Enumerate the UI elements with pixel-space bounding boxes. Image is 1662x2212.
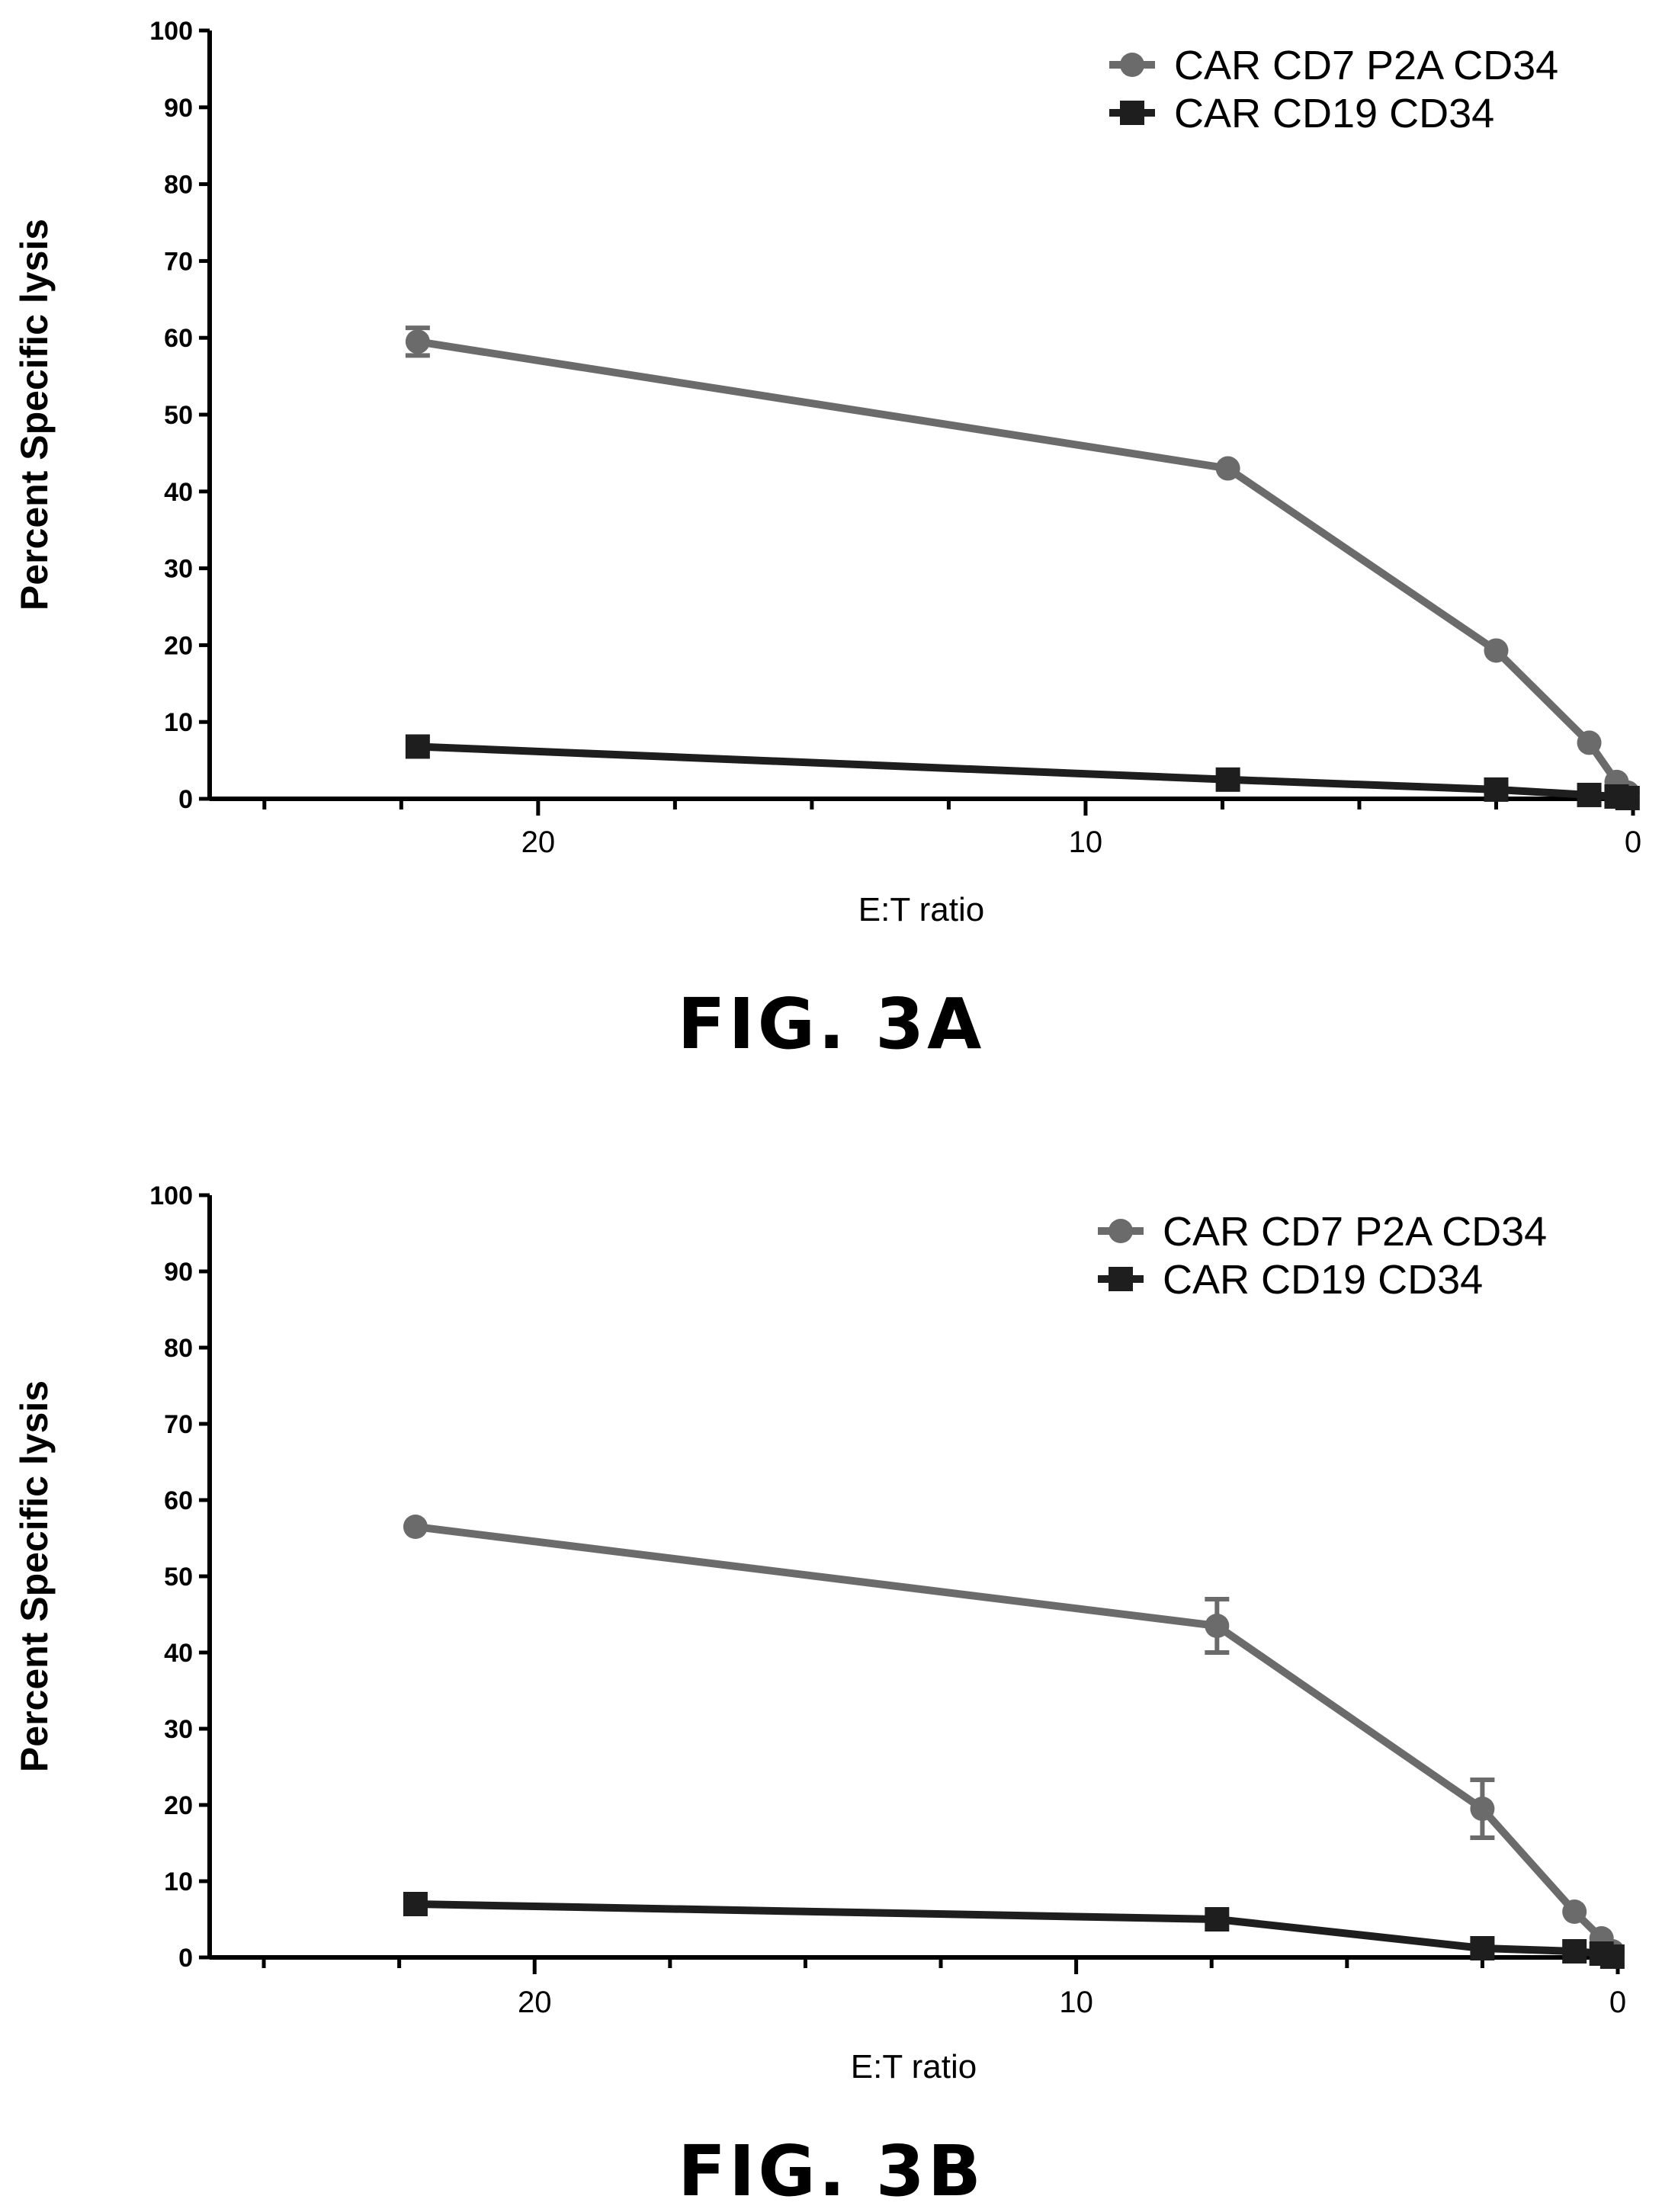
y-tick-label: 80 [164, 171, 193, 200]
data-point [1484, 638, 1509, 663]
y-tick-label: 90 [164, 1258, 193, 1287]
y-tick-label: 90 [164, 94, 193, 123]
y-tick-label: 60 [164, 324, 193, 353]
data-point [1215, 767, 1240, 792]
y-tick-label: 10 [164, 1867, 193, 1896]
y-tick-label: 70 [164, 1410, 193, 1439]
series-line [417, 338, 1631, 796]
legend-label: CAR CD19 CD34 [1174, 91, 1494, 136]
y-axis-title: Percent Specific lysis [13, 219, 56, 611]
data-point [405, 329, 430, 354]
data-point [1599, 1944, 1625, 1969]
x-tick-label: 0 [1625, 825, 1641, 859]
legend-label: CAR CD19 CD34 [1163, 1257, 1483, 1303]
y-tick-label: 20 [164, 631, 193, 660]
series-line [415, 1523, 1615, 1954]
y-tick-label: 50 [164, 1563, 193, 1592]
y-tick-label: 60 [164, 1486, 193, 1515]
x-tick-label: 0 [1609, 1986, 1626, 2019]
data-point [403, 1515, 428, 1539]
legend-marker [1109, 1219, 1133, 1243]
y-tick-label: 10 [164, 708, 193, 737]
data-point [1562, 1899, 1587, 1924]
legend-label: CAR CD7 P2A CD34 [1163, 1209, 1547, 1255]
data-point [1205, 1614, 1230, 1638]
data-point [1484, 777, 1509, 802]
figure-3a: 0 10 20 30 40 50 60 70 80 90 100 20 10 0 E:T ratio Perc… [0, 0, 1662, 1100]
y-axis-title: Percent Specific lysis [13, 1380, 56, 1772]
legend-marker [1109, 1267, 1133, 1291]
y-tick-label: 70 [164, 247, 193, 276]
y-tick-label: 100 [149, 17, 193, 46]
x-tick-label: 20 [518, 1986, 552, 2019]
y-tick-label: 40 [164, 1639, 193, 1668]
legend-label: CAR CD7 P2A CD34 [1174, 43, 1558, 88]
y-tick-label: 50 [164, 401, 193, 430]
data-point [1615, 785, 1640, 810]
data-point [1205, 1907, 1230, 1931]
y-tick-label: 100 [149, 1181, 193, 1210]
y-tick-label: 0 [178, 1944, 193, 1973]
x-tick-label: 10 [1069, 825, 1103, 859]
x-axis-title: E:T ratio [858, 891, 984, 928]
legend-marker [1120, 53, 1144, 77]
series-line [415, 1900, 1614, 1960]
data-point [1215, 456, 1240, 481]
data-point [1577, 730, 1602, 755]
legend-marker [1120, 101, 1144, 125]
data-point [1470, 1797, 1495, 1821]
series-line [417, 742, 1628, 802]
y-tick-label: 0 [178, 785, 193, 814]
y-tick-label: 30 [164, 1715, 193, 1744]
y-tick-label: 30 [164, 555, 193, 584]
x-tick-label: 10 [1059, 1986, 1093, 2019]
figure-label: FIG. 3A [677, 983, 985, 1065]
data-point [1470, 1936, 1495, 1960]
x-axis-title: E:T ratio [851, 2048, 977, 2085]
figure-3b: 0 10 20 30 40 50 60 70 80 90 100 20 10 0 E:T ratio Perc… [0, 1143, 1662, 2212]
y-tick-label: 20 [164, 1791, 193, 1820]
y-tick-label: 40 [164, 478, 193, 507]
figure-label: FIG. 3B [678, 2130, 984, 2212]
data-point [1562, 1939, 1587, 1964]
data-point [403, 1892, 428, 1916]
data-point [1577, 782, 1602, 807]
data-point [405, 734, 430, 759]
y-tick-label: 80 [164, 1334, 193, 1363]
x-tick-label: 20 [521, 825, 556, 859]
